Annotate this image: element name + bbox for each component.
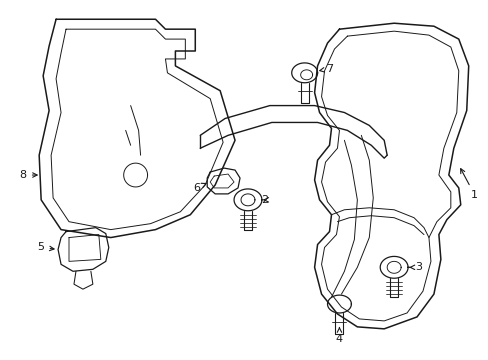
Text: 6: 6 <box>192 183 205 193</box>
Text: 1: 1 <box>460 169 477 200</box>
Text: 4: 4 <box>335 328 342 344</box>
Text: 3: 3 <box>409 262 422 272</box>
Text: 7: 7 <box>319 64 332 74</box>
Text: 8: 8 <box>20 170 37 180</box>
Text: 2: 2 <box>261 195 268 205</box>
Text: 5: 5 <box>38 243 54 252</box>
